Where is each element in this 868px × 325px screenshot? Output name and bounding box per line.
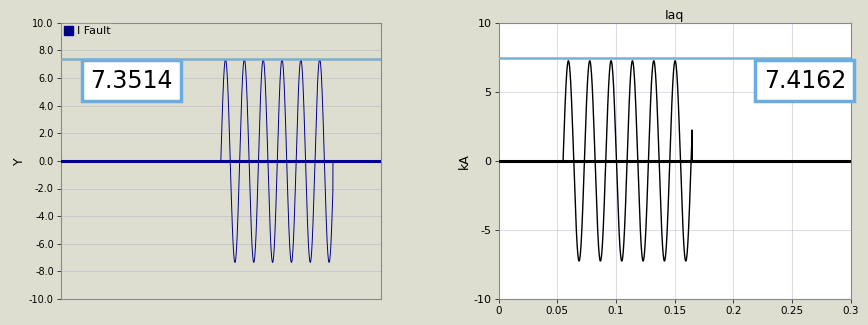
Title: Iaq: Iaq: [665, 8, 684, 21]
Text: 7.3514: 7.3514: [90, 69, 173, 93]
Text: 7.4162: 7.4162: [764, 69, 846, 93]
Y-axis label: kA: kA: [457, 153, 470, 169]
Y-axis label: Y: Y: [13, 157, 26, 165]
Legend: I Fault: I Fault: [62, 24, 113, 38]
